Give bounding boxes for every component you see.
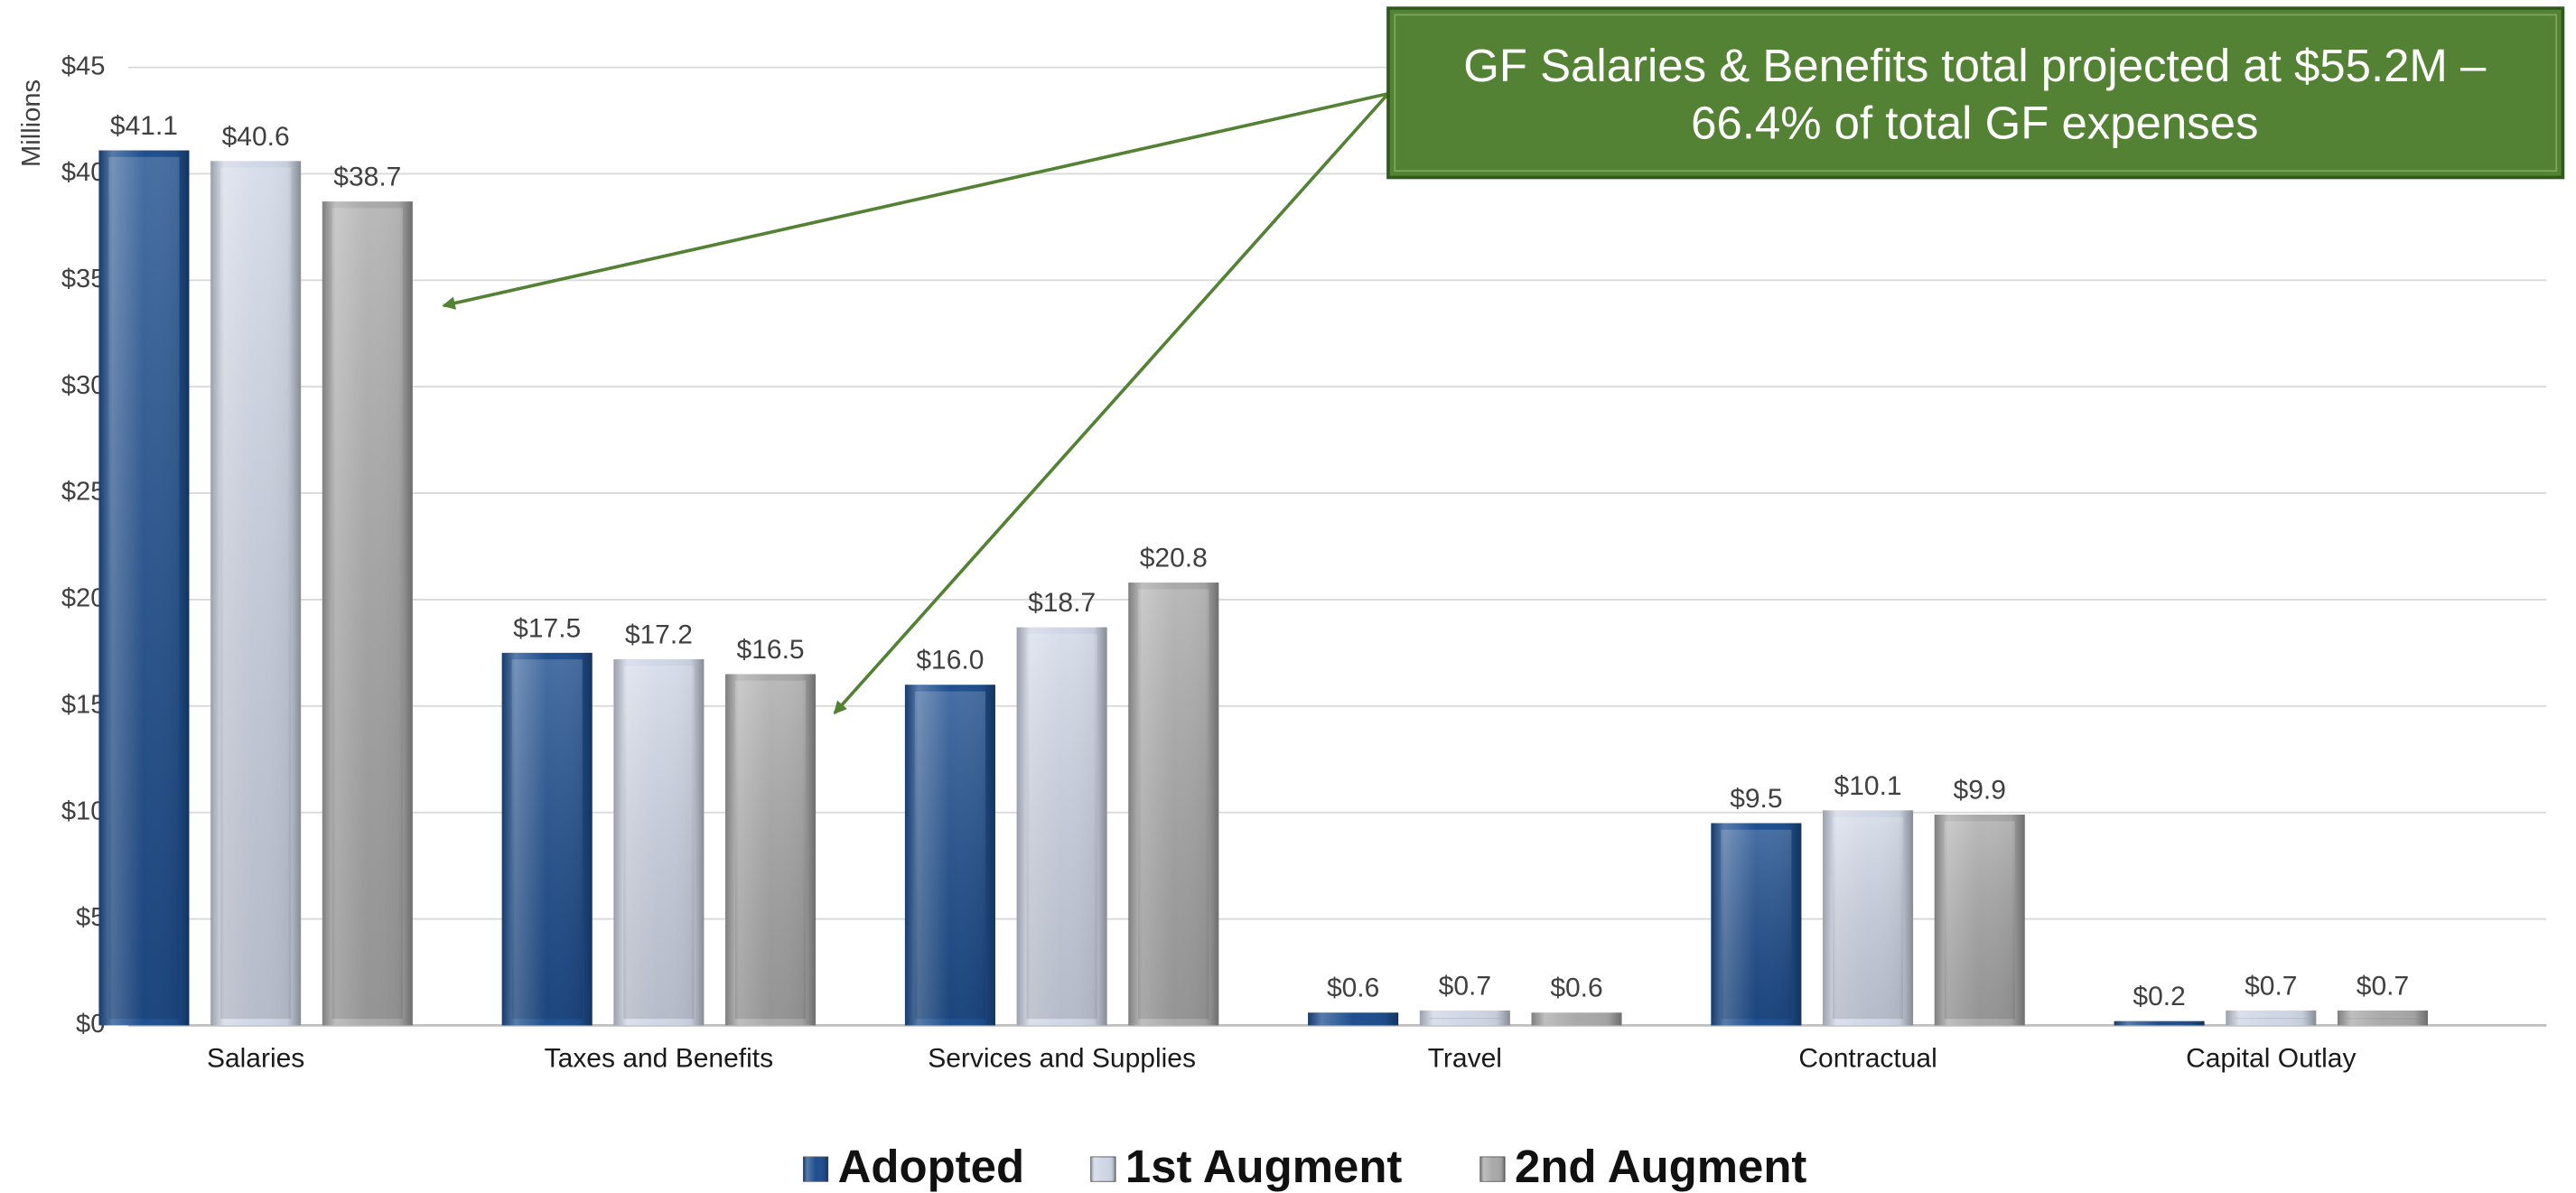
value-label: $0.6: [1550, 974, 1602, 1003]
y-tick-label: $10: [61, 797, 106, 825]
value-label: $20.8: [1140, 544, 1208, 573]
x-tick-label: Capital Outlay: [2186, 1044, 2356, 1074]
plot-area: $0$5$10$15$20$25$30$35$40$45Salaries$41.…: [61, 51, 2547, 1074]
bar-shade: [1429, 1017, 1500, 1020]
bar-shade: [108, 156, 180, 1020]
arrow: [833, 92, 1390, 715]
value-label: $17.2: [625, 620, 693, 649]
value-label: $40.6: [222, 122, 290, 152]
value-label: $0.7: [1439, 971, 1491, 1001]
bar-shade: [2347, 1017, 2419, 1020]
annotation-box: [1386, 6, 2565, 180]
legend-swatch-shine: [1090, 1156, 1116, 1182]
y-tick-label: $20: [61, 584, 106, 613]
legend-swatch-shine: [803, 1156, 828, 1182]
value-label: $17.5: [513, 613, 581, 643]
bar-shade: [1832, 816, 1904, 1020]
value-label: $10.1: [1834, 771, 1902, 801]
value-label: $9.9: [1954, 775, 2006, 805]
bar-shade: [220, 167, 292, 1020]
value-label: $0.7: [2245, 971, 2297, 1001]
value-label: $38.7: [333, 163, 401, 192]
bar-shine: [1531, 1012, 1622, 1026]
x-tick-label: Taxes and Benefits: [545, 1044, 773, 1074]
legend-swatch-shine: [1479, 1156, 1506, 1182]
value-label: $0.2: [2133, 982, 2185, 1011]
bar-shine: [1308, 1012, 1399, 1026]
value-label: $0.6: [1327, 974, 1379, 1003]
bar-shade: [1721, 829, 1792, 1020]
y-axis-label: Millions: [17, 79, 46, 167]
value-label: $16.5: [737, 635, 805, 665]
bar-shade: [1026, 633, 1097, 1020]
bar-shade: [2235, 1017, 2307, 1020]
bar-shade: [331, 208, 403, 1020]
x-tick-label: Salaries: [207, 1044, 304, 1074]
annotation-text: GF Salaries & Benefits total projected a…: [1463, 40, 2487, 91]
legend-label: 1st Augment: [1125, 1141, 1402, 1192]
x-tick-label: Contractual: [1798, 1044, 1937, 1074]
x-tick-label: Travel: [1428, 1044, 1502, 1074]
bar-shade: [623, 666, 695, 1020]
y-tick-label: $45: [61, 51, 106, 80]
bar-shade: [914, 691, 986, 1020]
legend-label: Adopted: [838, 1141, 1024, 1192]
y-tick-label: $25: [61, 478, 106, 507]
annotation-text: 66.4% of total GF expenses: [1691, 98, 2258, 149]
arrow: [442, 91, 1389, 310]
bar-shade: [734, 680, 807, 1020]
y-tick-label: $30: [61, 371, 106, 400]
annotation-inner: [1394, 14, 2558, 172]
value-label: $16.0: [916, 646, 984, 676]
bar-shade: [1944, 821, 2015, 1020]
x-tick-label: Services and Supplies: [928, 1044, 1196, 1074]
bar-shine: [2114, 1021, 2205, 1026]
value-label: $18.7: [1028, 588, 1096, 618]
bar-shade: [1138, 589, 1209, 1020]
bar-shade: [511, 659, 583, 1020]
value-label: $41.1: [110, 111, 178, 141]
value-label: $9.5: [1730, 784, 1782, 814]
y-tick-label: $35: [61, 265, 106, 294]
legend-label: 2nd Augment: [1515, 1141, 1806, 1192]
y-tick-label: $40: [61, 158, 106, 187]
y-tick-label: $15: [61, 690, 106, 719]
value-label: $0.7: [2357, 971, 2409, 1001]
